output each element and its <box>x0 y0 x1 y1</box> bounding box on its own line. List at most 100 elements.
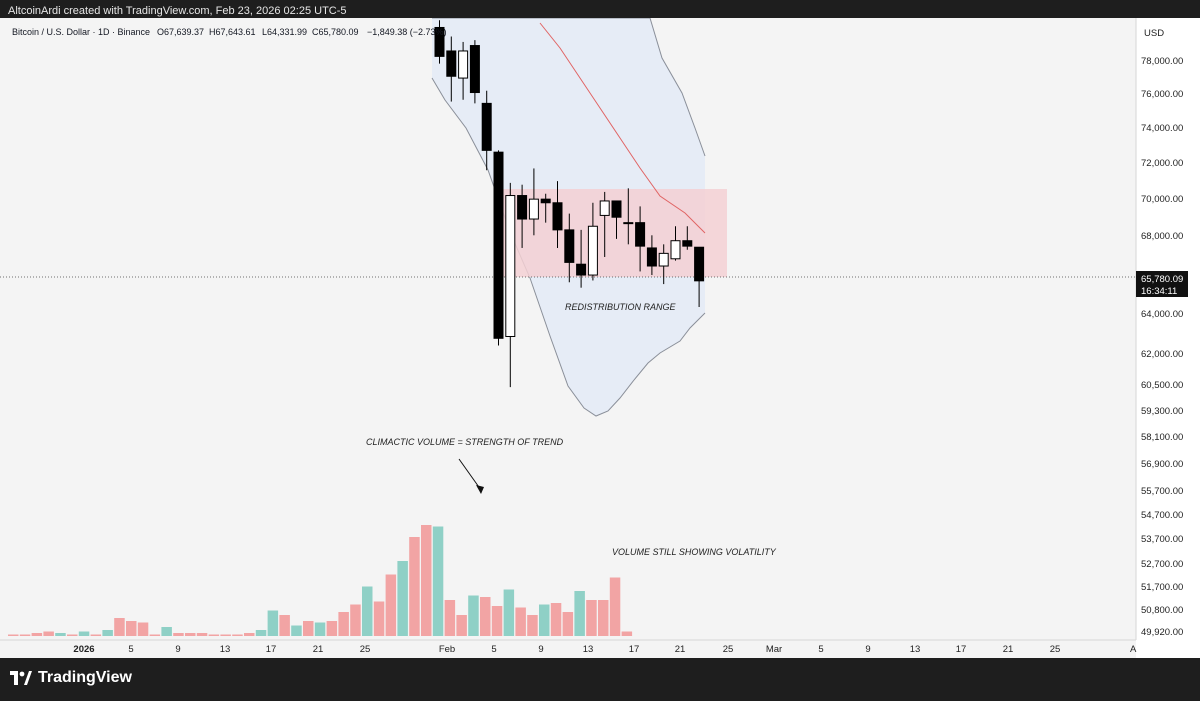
volume-bar <box>621 631 633 636</box>
legend-open: O67,639.37 <box>157 27 204 37</box>
price-tick-label: 76,000.00 <box>1141 89 1183 100</box>
current-price-label: 65,780.09 <box>1141 274 1183 285</box>
volume-bar <box>244 633 255 636</box>
volume-bar <box>149 634 161 636</box>
volume-bar <box>43 631 54 636</box>
time-tick-label: 25 <box>723 644 734 655</box>
candle-body <box>646 247 657 267</box>
time-tick-label: 17 <box>266 644 277 655</box>
time-tick-label: 5 <box>491 644 496 655</box>
tradingview-logo[interactable]: TradingView <box>10 669 132 687</box>
band-lower-line <box>431 77 706 417</box>
time-tick-label: 5 <box>818 644 823 655</box>
volume-bar <box>444 600 456 636</box>
price-tick-label: 68,000.00 <box>1141 231 1183 242</box>
candle-body <box>587 225 598 276</box>
volume-bar <box>19 634 31 636</box>
volume-bar <box>397 561 408 636</box>
legend-symbol: Bitcoin / U.S. Dollar · 1D · Binance <box>12 27 150 37</box>
candle-body <box>682 240 693 247</box>
time-tick-label: Mar <box>766 644 782 655</box>
volume-bar <box>432 526 444 636</box>
time-tick-label: 17 <box>956 644 967 655</box>
band-upper-line <box>432 18 706 157</box>
volume-bar <box>267 610 279 636</box>
volume-bar <box>586 600 597 636</box>
countdown-label: 16:34:11 <box>1141 286 1177 297</box>
candle-body <box>564 229 575 263</box>
time-tick-label: 17 <box>629 644 640 655</box>
time-tick-label: 21 <box>313 644 324 655</box>
volume-bar <box>78 631 90 636</box>
candle-body <box>517 195 528 220</box>
volume-bar <box>55 633 66 636</box>
candle-body <box>434 26 445 57</box>
climactic-volume-label: CLIMACTIC VOLUME = STRENGTH OF TREND <box>366 437 564 447</box>
volume-bar <box>503 589 515 636</box>
volume-bar <box>491 606 503 636</box>
candle-body <box>599 200 610 216</box>
price-tick-label: 74,000.00 <box>1141 123 1183 134</box>
price-tick-label: 72,000.00 <box>1141 158 1183 169</box>
volume-bar <box>527 615 538 636</box>
volume-bar <box>409 537 420 636</box>
candle-body <box>493 151 504 339</box>
time-tick-label: 9 <box>865 644 870 655</box>
volume-bar <box>598 600 609 636</box>
volume-bar <box>515 607 526 636</box>
volume-bar <box>480 597 491 636</box>
tradingview-logo-icon <box>10 671 32 685</box>
volume-bar <box>255 630 267 636</box>
volume-bar <box>609 577 621 636</box>
volume-bar <box>185 633 196 636</box>
price-axis-background <box>1136 18 1200 658</box>
volume-bar <box>220 634 231 636</box>
volume-bar <box>126 621 137 636</box>
redistribution-range-label: REDISTRIBUTION RANGE <box>565 302 677 312</box>
volume-bar <box>173 633 184 636</box>
time-tick-label: Feb <box>439 644 455 655</box>
time-tick-label: 21 <box>1003 644 1014 655</box>
currency-label: USD <box>1144 28 1164 39</box>
volume-bar <box>350 604 361 636</box>
volume-bar <box>314 622 326 636</box>
price-tick-label: 54,700.00 <box>1141 510 1183 521</box>
time-tick-label: 9 <box>175 644 180 655</box>
candle-body <box>694 246 705 282</box>
volume-bar <box>102 630 113 636</box>
volume-bar <box>8 634 19 636</box>
candle-body <box>446 50 457 77</box>
time-tick-label: 5 <box>128 644 133 655</box>
footer-bar <box>0 658 1200 701</box>
time-tick-label: 9 <box>538 644 543 655</box>
price-tick-label: 59,300.00 <box>1141 406 1183 417</box>
volume-bar <box>421 525 432 636</box>
volume-bar <box>31 633 43 636</box>
candle-body <box>576 263 587 276</box>
legend-change: −1,849.38 (−2.73%) <box>367 27 447 37</box>
price-chart[interactable]: USD 78,000.00 76,000.00 74,000.00 72,000.00 7… <box>0 18 1200 658</box>
time-tick-label: 13 <box>910 644 921 655</box>
volume-bar <box>67 634 78 636</box>
volume-bar <box>385 574 397 636</box>
candle-body <box>658 252 669 267</box>
candle-body <box>540 198 551 204</box>
candle-body <box>469 45 480 94</box>
volume-bar <box>279 615 290 636</box>
volume-bar <box>208 634 220 636</box>
candle-body <box>505 195 516 337</box>
attribution-text: AltcoinArdi created with TradingView.com… <box>8 5 347 17</box>
volume-bar <box>539 604 550 636</box>
volume-bar <box>291 625 302 636</box>
volume-bar <box>550 603 562 636</box>
price-tick-label: 60,500.00 <box>1141 380 1183 391</box>
price-tick-label: 70,000.00 <box>1141 194 1183 205</box>
legend-high: H67,643.61 <box>209 27 256 37</box>
price-badge <box>1136 271 1188 297</box>
price-tick-label: 50,800.00 <box>1141 605 1183 616</box>
time-tick-label: 25 <box>1050 644 1061 655</box>
price-tick-label: 62,000.00 <box>1141 349 1183 360</box>
price-tick-label: 78,000.00 <box>1141 56 1183 67</box>
annotation-arrowhead <box>476 485 484 494</box>
